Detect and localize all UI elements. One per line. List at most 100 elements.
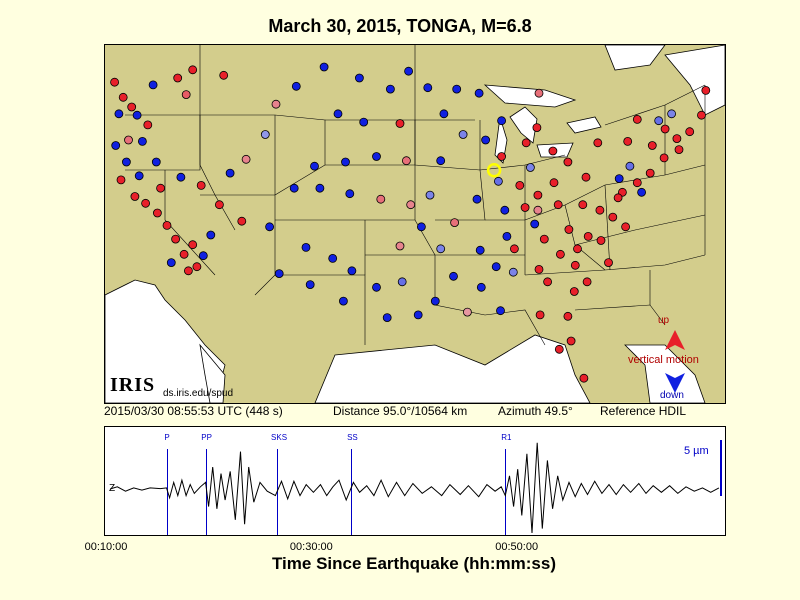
x-tick-label: 00:30:00 — [289, 541, 333, 553]
station-marker — [497, 116, 507, 126]
station-marker — [579, 373, 589, 383]
station-marker — [595, 205, 605, 215]
station-marker — [674, 145, 684, 154]
phase-line-pp — [205, 449, 207, 535]
station-marker — [583, 231, 593, 241]
station-marker — [130, 192, 140, 201]
station-marker — [423, 83, 433, 93]
station-marker — [496, 306, 505, 316]
station-marker — [406, 200, 416, 210]
station-marker — [493, 176, 503, 186]
phase-label-sks: SKS — [271, 433, 288, 442]
station-marker — [563, 311, 573, 321]
station-marker — [697, 110, 706, 120]
station-marker — [114, 109, 124, 119]
station-marker — [241, 154, 251, 164]
station-marker — [382, 313, 392, 323]
station-marker — [582, 277, 592, 287]
station-marker — [520, 203, 530, 212]
station-marker — [436, 156, 446, 166]
station-marker — [132, 110, 142, 120]
station-marker — [534, 264, 544, 274]
station-marker — [425, 190, 435, 200]
station-marker — [539, 234, 549, 244]
station-marker — [372, 282, 381, 292]
station-marker — [476, 282, 486, 292]
station-marker — [672, 134, 682, 143]
chart-title: March 30, 2015, TONGA, M=6.8 — [268, 16, 532, 36]
waveform-svg: Z — [109, 442, 720, 534]
legend-down-label: down — [660, 390, 684, 401]
waveform-trace — [109, 442, 720, 534]
station-marker — [376, 194, 386, 204]
station-marker — [647, 141, 657, 150]
station-marker — [569, 287, 579, 296]
station-marker — [436, 244, 446, 254]
station-marker — [430, 296, 440, 306]
map-svg — [105, 45, 725, 403]
x-axis-label: Time Since Earthquake (hh:mm:ss) — [271, 554, 557, 573]
station-marker — [111, 141, 121, 150]
x-tick-label: 00:50:00 — [495, 541, 539, 553]
station-marker — [553, 200, 563, 210]
station-marker — [525, 163, 535, 172]
station-marker — [502, 231, 512, 241]
phase-line-p — [166, 449, 168, 535]
station-marker — [701, 86, 711, 95]
station-marker — [347, 266, 357, 276]
phase-label-ss: SS — [347, 433, 358, 442]
station-marker — [271, 99, 281, 109]
station-marker — [497, 152, 507, 161]
state-borders — [125, 45, 706, 346]
station-marker — [533, 190, 543, 200]
station-marker — [632, 178, 642, 188]
station-marker — [566, 336, 576, 346]
station-marker — [535, 310, 545, 320]
station-marker — [176, 172, 186, 182]
station-marker — [685, 127, 695, 137]
station-marker — [614, 174, 624, 184]
station-marker — [118, 92, 128, 102]
station-marker — [166, 258, 176, 268]
station-marker — [198, 251, 208, 261]
station-marker — [413, 310, 423, 320]
station-marker — [637, 187, 646, 197]
station-marker — [338, 296, 348, 306]
station-marker — [181, 90, 191, 99]
station-marker — [305, 280, 315, 290]
station-marker — [341, 157, 350, 167]
station-marker — [530, 219, 540, 229]
station-marker — [491, 262, 501, 272]
station-marker — [127, 102, 137, 112]
station-marker — [450, 218, 460, 228]
station-marker — [621, 222, 630, 232]
station-marker — [274, 269, 284, 279]
water-bodies — [105, 45, 725, 403]
station-marker — [354, 73, 364, 83]
station-marker — [116, 175, 126, 185]
legend-vertical-motion-label: vertical motion — [628, 354, 699, 366]
station-marker — [654, 116, 664, 126]
station-marker — [372, 152, 381, 161]
x-tick-label: 00:10:00 — [84, 541, 128, 553]
station-marker — [192, 262, 202, 272]
station-marker — [225, 168, 235, 178]
station-marker — [179, 249, 189, 259]
station-marker — [110, 77, 120, 87]
station-marker — [532, 123, 542, 132]
station-marker — [563, 157, 573, 167]
station-marker — [462, 307, 472, 317]
station-marker — [564, 225, 574, 234]
station-marker — [474, 88, 484, 98]
event-azimuth: Azimuth 49.5° — [498, 404, 573, 418]
phase-label-pp: PP — [201, 433, 212, 442]
station-marker — [521, 138, 531, 148]
station-marker — [593, 138, 603, 148]
station-marker — [138, 137, 147, 146]
station-marker — [475, 245, 485, 255]
station-marker — [554, 344, 564, 354]
event-reference: Reference HDIL — [600, 404, 687, 418]
station-marker — [481, 135, 491, 145]
event-datetime: 2015/03/30 08:55:53 UTC (448 s) — [104, 404, 283, 418]
station-marker — [148, 80, 158, 90]
